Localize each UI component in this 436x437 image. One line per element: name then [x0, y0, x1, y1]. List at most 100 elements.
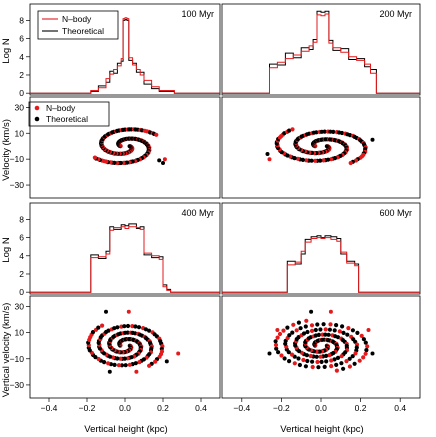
phase-points-1: [265, 127, 375, 166]
phase-point: [329, 364, 334, 369]
ytick-label-r3-2: 10: [15, 328, 25, 338]
phase-point: [102, 360, 107, 365]
ytick-label-r2-2: 4: [19, 251, 24, 261]
histogram-theoretical-3: [222, 235, 420, 293]
phase-point: [353, 351, 358, 356]
ytick-label-r2-0: 0: [19, 287, 24, 297]
phase-point: [335, 335, 341, 340]
phase-point: [273, 339, 278, 344]
panel-frame-r3-c1: [221, 295, 421, 399]
phase-point: [143, 327, 148, 332]
phase-points-0: [92, 127, 167, 166]
panel-title-400: 400 Myr: [181, 208, 214, 218]
phase-point: [106, 328, 111, 333]
xtick-label-c0-0: −0.4: [41, 403, 58, 413]
phase-point: [289, 352, 295, 357]
phase-point: [301, 357, 306, 363]
xtick-label-c1-2: 0.0: [315, 403, 327, 413]
phase-points-3: [267, 309, 375, 373]
phase-point: [123, 363, 128, 368]
phase-point: [309, 323, 315, 328]
phase-point: [119, 363, 125, 368]
xtick-label-c0-1: −0.2: [79, 403, 96, 413]
phase-point: [327, 353, 332, 358]
phase-point: [291, 322, 296, 327]
phase-point: [328, 322, 333, 327]
phase-point: [361, 337, 366, 342]
phase-point: [344, 359, 349, 364]
phase-point: [298, 326, 303, 331]
phase-point: [313, 327, 318, 333]
phase-point: [125, 330, 130, 335]
phase-point: [348, 160, 353, 166]
histogram-theoretical-1: [222, 10, 420, 94]
phase-points-2: [86, 309, 181, 374]
ytick-label-r1-3: 30: [15, 102, 25, 112]
phase-point: [313, 158, 318, 163]
phase-point: [335, 355, 341, 360]
phase-outlier: [328, 309, 333, 314]
phase-point: [350, 354, 355, 359]
phase-outlier: [164, 359, 169, 364]
ytick-label-r2-1: 2: [19, 269, 24, 279]
panel-title-200: 200 Myr: [379, 9, 412, 19]
phase-outlier: [275, 328, 280, 332]
phase-point: [118, 356, 123, 361]
legend-phase-swatch-nbody: [34, 105, 40, 111]
xtick-label-c0-2: 0.0: [119, 403, 131, 413]
phase-point: [319, 359, 324, 364]
phase-point: [321, 322, 326, 327]
phase-point: [304, 158, 309, 163]
panel-title-100: 100 Myr: [181, 9, 214, 19]
phase-point: [334, 323, 339, 328]
panel-frame-r2-c0: [29, 202, 221, 295]
phase-point: [125, 323, 131, 329]
phase-point: [329, 358, 334, 363]
phase-point: [281, 328, 286, 333]
phase-point: [322, 364, 327, 369]
phase-point: [322, 129, 327, 134]
phase-point: [347, 356, 352, 361]
phase-outlier: [267, 157, 272, 162]
phase-point: [115, 325, 120, 330]
phase-point: [301, 331, 307, 336]
ytick-label-r3-3: 30: [15, 301, 25, 311]
phase-point: [96, 325, 101, 330]
phase-outlier: [157, 158, 162, 163]
phase-point: [350, 328, 355, 333]
phase-point: [127, 362, 132, 367]
ytick-label-r0-3: 6: [19, 34, 24, 44]
phase-point: [305, 329, 310, 335]
phase-point: [274, 346, 279, 351]
phase-point: [323, 332, 328, 337]
ylabel-hist-top: Log N: [1, 38, 12, 63]
phase-point: [136, 325, 142, 330]
ytick-label-r3-1: −10: [10, 354, 25, 364]
phase-outlier: [309, 309, 314, 314]
ytick-label-r0-1: 2: [19, 70, 24, 80]
phase-point: [315, 359, 320, 365]
phase-point: [277, 331, 283, 337]
phase-point: [276, 350, 281, 355]
histogram-theoretical-2: [30, 223, 220, 293]
ytick-label-r2-4: 8: [19, 214, 24, 224]
ytick-label-r0-2: 4: [19, 52, 24, 62]
phase-point: [364, 348, 369, 353]
phase-point: [332, 357, 337, 362]
phase-point: [321, 158, 326, 163]
histogram-nbody-1: [222, 13, 420, 94]
phase-point: [296, 320, 301, 325]
phase-point: [116, 363, 121, 368]
phase-point: [112, 362, 117, 367]
phase-point: [323, 327, 328, 332]
panel-frame-r3-c0: [29, 295, 221, 399]
phase-point: [90, 330, 96, 335]
panel-frame-r2-c1: [221, 202, 421, 295]
phase-point: [279, 353, 284, 358]
phase-outlier: [265, 152, 270, 156]
xtick-label-c1-3: 0.2: [355, 403, 367, 413]
phase-outlier: [107, 369, 112, 374]
phase-point: [290, 330, 295, 335]
phase-point: [345, 332, 350, 337]
